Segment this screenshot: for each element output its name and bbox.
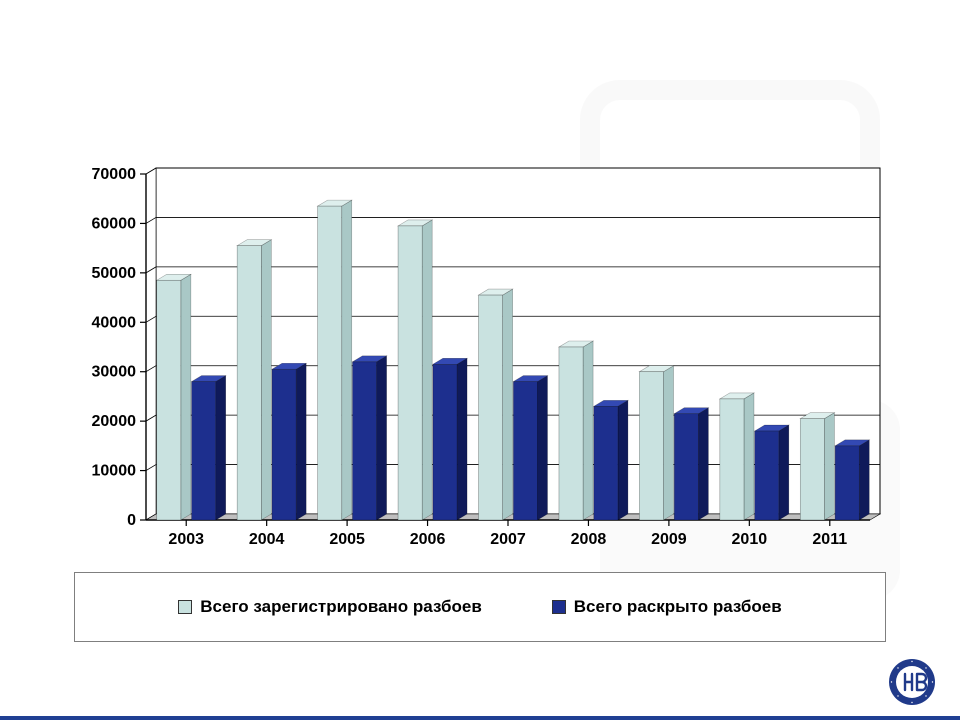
legend-item-registered: Всего зарегистрировано разбоев: [178, 597, 482, 617]
svg-text:2007: 2007: [490, 531, 526, 548]
svg-text:2006: 2006: [410, 531, 446, 548]
svg-text:70000: 70000: [92, 166, 137, 183]
svg-text:2010: 2010: [732, 531, 768, 548]
svg-text:2004: 2004: [249, 531, 285, 548]
legend-swatch-registered: [178, 600, 192, 614]
svg-text:60000: 60000: [92, 215, 137, 232]
svg-text:2008: 2008: [571, 531, 607, 548]
svg-text:2005: 2005: [329, 531, 365, 548]
svg-text:2009: 2009: [651, 531, 687, 548]
legend-label-solved: Всего раскрыто разбоев: [574, 597, 782, 617]
hse-logo-badge: [888, 658, 936, 706]
svg-text:20000: 20000: [92, 413, 137, 430]
svg-text:30000: 30000: [92, 364, 137, 381]
svg-text:40000: 40000: [92, 314, 137, 331]
bar-chart: 0 10000 20000 30000 40000 50000 60000 70000 2003…: [74, 160, 886, 560]
svg-text:2003: 2003: [168, 531, 204, 548]
legend: Всего зарегистрировано разбоев Всего рас…: [74, 572, 886, 642]
legend-label-registered: Всего зарегистрировано разбоев: [200, 597, 482, 617]
svg-text:0: 0: [127, 512, 136, 529]
legend-swatch-solved: [552, 600, 566, 614]
svg-text:50000: 50000: [92, 265, 137, 282]
svg-text:2011: 2011: [812, 531, 847, 548]
svg-text:10000: 10000: [92, 463, 137, 480]
footer-strip: [0, 716, 960, 720]
legend-item-solved: Всего раскрыто разбоев: [552, 597, 782, 617]
